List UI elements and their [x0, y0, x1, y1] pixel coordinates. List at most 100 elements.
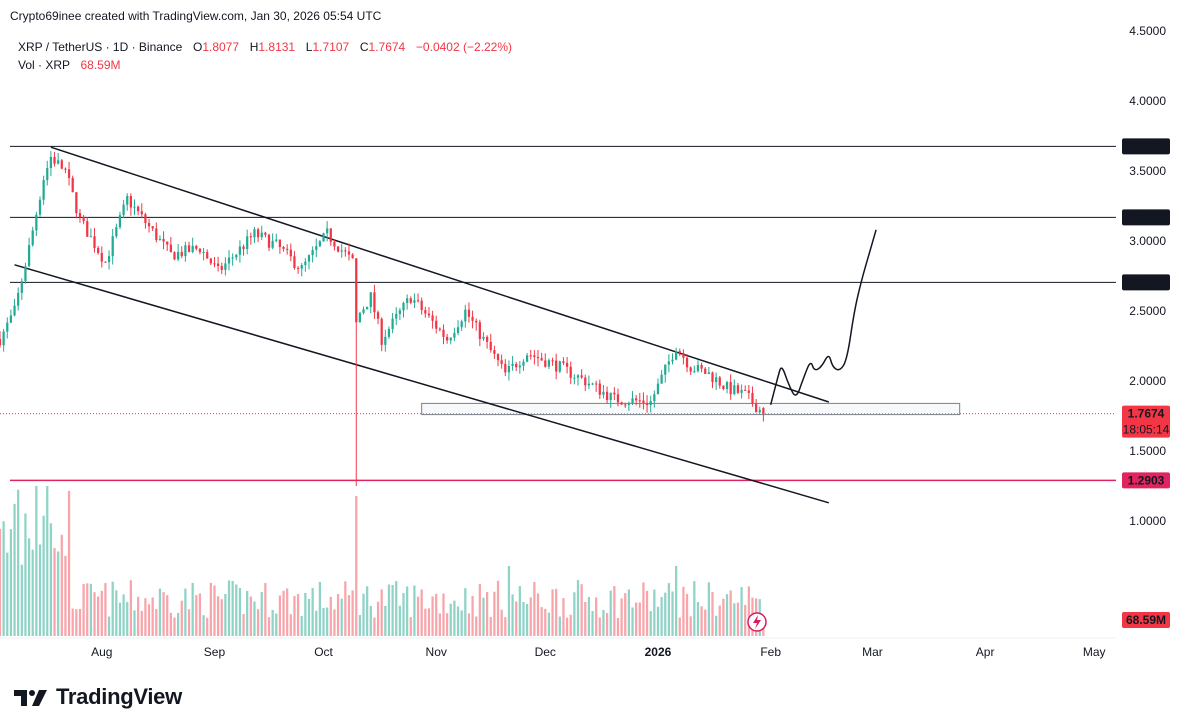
- candle-body: [6, 322, 9, 332]
- candle-body: [75, 192, 78, 214]
- price-tick-label: 2.0000: [1129, 374, 1166, 388]
- candle-body: [67, 169, 71, 178]
- time-tick-label: Mar: [862, 645, 883, 659]
- candle-body: [104, 261, 107, 263]
- volume-bar: [166, 595, 169, 636]
- channel-line: [14, 264, 830, 504]
- volume-bar: [398, 605, 401, 636]
- projection-curve: [769, 229, 877, 405]
- volume-bar: [104, 583, 107, 636]
- candle-body: [0, 339, 2, 346]
- price-axis[interactable]: 1.0000 1.5000 2.0000 2.5000 3.0000 3.5000 4.00…: [1129, 24, 1166, 528]
- candle-body: [9, 315, 13, 323]
- volume-tag-bg: [1122, 612, 1170, 628]
- volume-bar: [195, 595, 198, 636]
- time-axis[interactable]: Aug Sep Oct Nov Dec 2026 Feb Mar Apr May: [91, 645, 1105, 659]
- candle-body: [220, 265, 223, 270]
- volume-bar: [133, 610, 136, 636]
- volume-bar: [638, 602, 641, 636]
- price-chart[interactable]: 1.0000 1.5000 2.0000 2.5000 3.0000 3.5000 4.00…: [0, 0, 1200, 680]
- volume-bar: [627, 589, 631, 636]
- channel-lines[interactable]: [14, 146, 830, 504]
- candle-body: [595, 383, 598, 385]
- volume-bar: [493, 591, 496, 636]
- volume-bar: [620, 598, 623, 636]
- volume-bar: [358, 614, 362, 636]
- volume-bar: [147, 604, 151, 636]
- volume-bar: [744, 604, 747, 636]
- candle-body: [751, 392, 754, 404]
- volume-bar: [696, 602, 700, 636]
- candle-body: [369, 292, 372, 307]
- tradingview-logo[interactable]: TradingView: [14, 684, 182, 710]
- candle-body: [664, 364, 667, 375]
- candle-body: [213, 263, 216, 265]
- candle-body: [573, 377, 576, 379]
- candle-body: [493, 350, 496, 354]
- volume-bar: [89, 583, 93, 636]
- candle-body: [42, 180, 45, 200]
- volume-label[interactable]: Vol · XRP: [18, 58, 70, 72]
- candle-body: [158, 238, 162, 241]
- candle-body: [184, 245, 187, 257]
- candle-body: [551, 360, 554, 362]
- horizontal-levels[interactable]: [0, 145, 1116, 482]
- volume-bar: [384, 605, 387, 636]
- candle-body: [671, 359, 674, 362]
- candle-body: [489, 341, 492, 351]
- candle-body: [576, 375, 580, 378]
- volume-bar: [449, 603, 452, 636]
- volume-bar: [107, 616, 111, 636]
- candle-body: [249, 236, 252, 238]
- candles: [0, 151, 765, 486]
- candle-body: [478, 322, 481, 339]
- candle-body: [49, 156, 53, 169]
- candle-body: [126, 196, 129, 205]
- time-tick-label: Sep: [204, 645, 226, 659]
- candle-body: [511, 363, 514, 366]
- volume-bar: [122, 594, 125, 636]
- candle-body: [438, 328, 441, 330]
- volume-bar: [53, 548, 56, 636]
- demand-zone-rect: [421, 402, 961, 416]
- candle-body: [144, 214, 147, 224]
- volume-bar: [729, 590, 732, 636]
- volume-bar: [227, 580, 231, 636]
- candle-body: [315, 246, 318, 250]
- candle-body: [515, 363, 518, 368]
- candle-body: [420, 300, 423, 311]
- volume-bar: [93, 592, 96, 636]
- candle-body: [685, 357, 689, 368]
- candle-body: [17, 292, 20, 306]
- change-value: −0.0402 (−2.22%): [415, 40, 512, 54]
- volume-bar: [173, 617, 176, 636]
- volume-bar: [456, 606, 460, 636]
- volume-bar: [664, 592, 667, 636]
- volume-bar: [435, 593, 438, 636]
- volume-bar: [471, 595, 474, 636]
- volume-bar: [67, 490, 71, 636]
- volume-bar: [591, 610, 594, 636]
- demand-zone[interactable]: [421, 402, 961, 416]
- candle-body: [355, 258, 358, 323]
- volume-bar: [144, 598, 147, 636]
- time-tick-label: Dec: [535, 645, 556, 659]
- symbol-info[interactable]: XRP / TetherUS · 1D · Binance: [18, 40, 183, 54]
- candle-body: [100, 252, 103, 262]
- candle-body: [635, 398, 638, 401]
- candle-body: [431, 315, 434, 321]
- volume-bar: [467, 613, 471, 636]
- volume-bar: [478, 583, 481, 636]
- channel-line: [50, 146, 830, 403]
- volume-bar: [500, 609, 503, 636]
- volume-bar: [242, 614, 245, 636]
- volume-bar: [355, 496, 358, 636]
- candle-body: [744, 389, 747, 391]
- projection-path[interactable]: [769, 229, 877, 405]
- volume-tag-label: 68.59M: [1126, 613, 1166, 627]
- volume-bar: [198, 593, 202, 636]
- volume-bar: [609, 590, 612, 636]
- volume-bar: [747, 586, 750, 636]
- candle-body: [387, 329, 391, 337]
- candle-body: [166, 241, 169, 245]
